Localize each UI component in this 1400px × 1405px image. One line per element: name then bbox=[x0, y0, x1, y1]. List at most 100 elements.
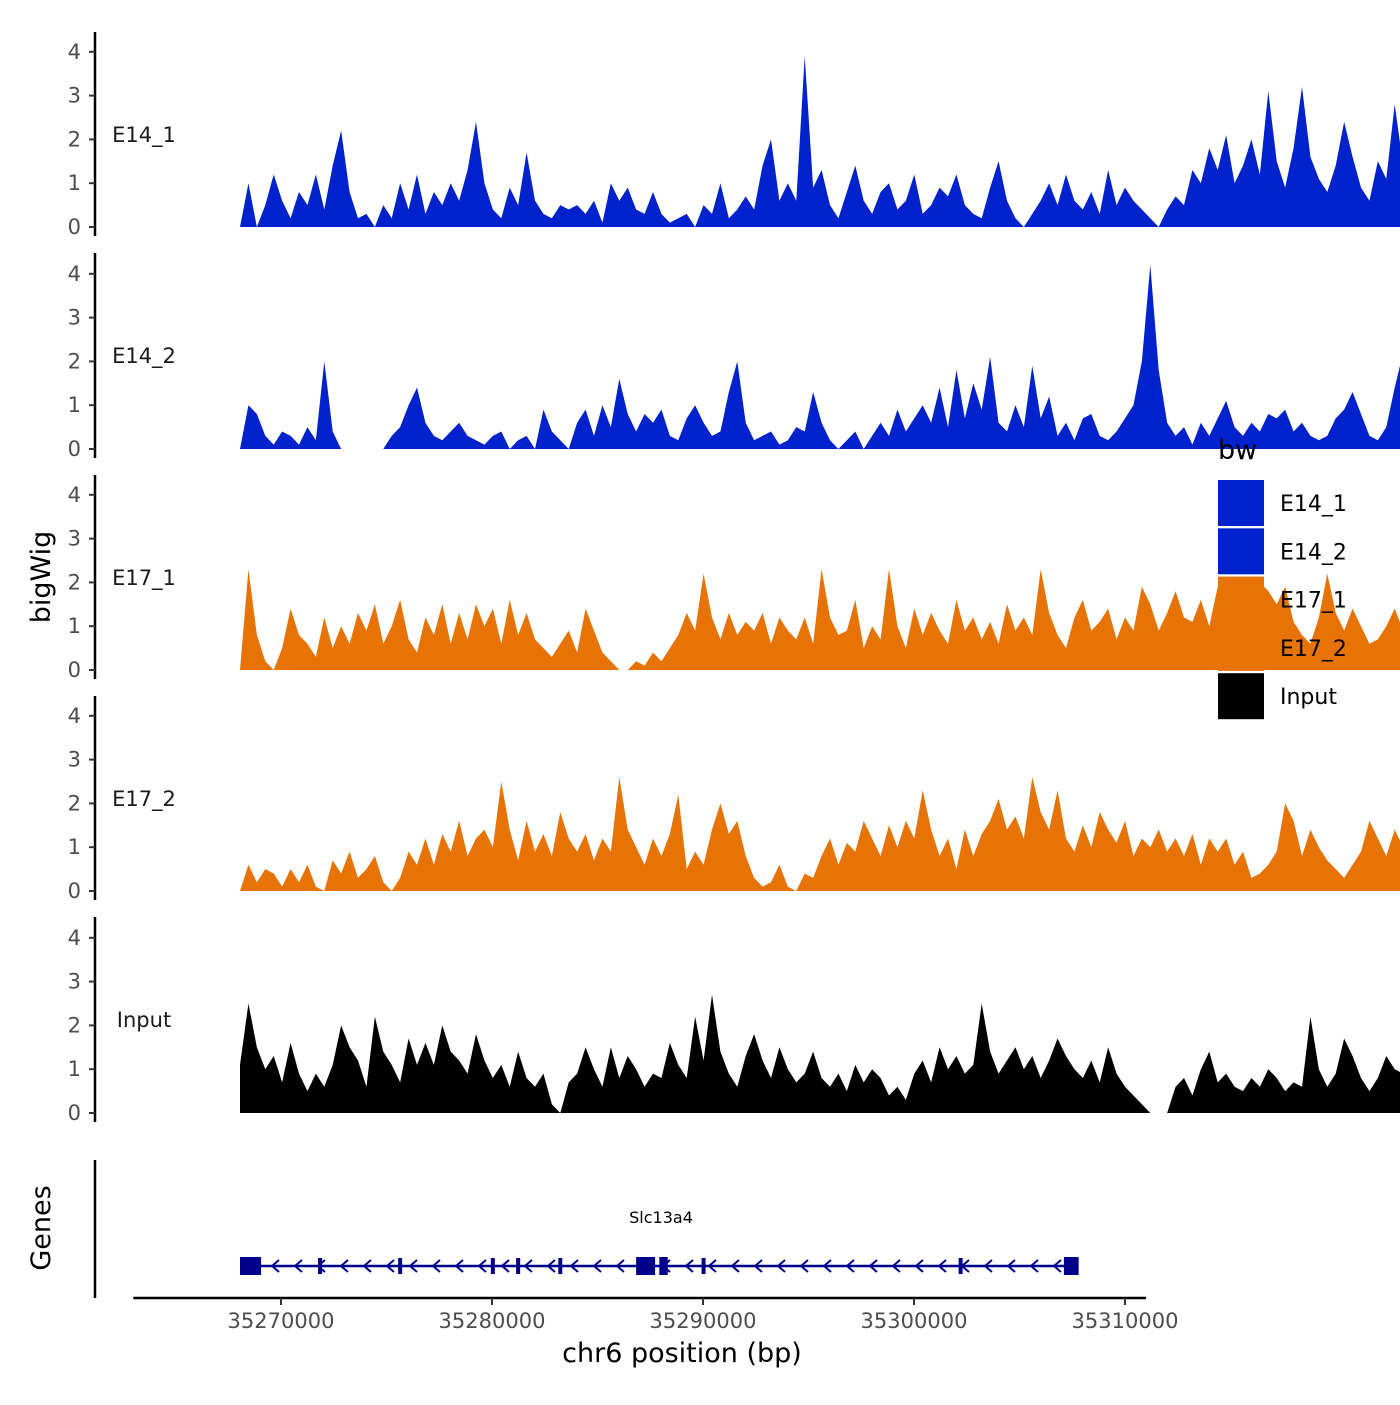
strand-arrow-icon bbox=[891, 1259, 901, 1273]
x-axis-title: chr6 position (bp) bbox=[562, 1338, 802, 1369]
strand-arrow-icon bbox=[362, 1259, 372, 1273]
y-tick-label: 1 bbox=[68, 835, 81, 859]
track-e14-2: 0 1 2 3 4 E14_2 bbox=[68, 253, 1400, 461]
strand-arrow-icon bbox=[799, 1259, 809, 1273]
legend-label: E14_1 bbox=[1280, 492, 1347, 517]
track-e14-1: 0 1 2 3 4 E14_1 bbox=[68, 32, 1400, 239]
strand-arrow-icon bbox=[684, 1259, 694, 1273]
strand-arrow-icon bbox=[569, 1259, 579, 1273]
legend-swatch bbox=[1218, 673, 1264, 720]
strand-arrow-icon bbox=[454, 1259, 464, 1273]
bigwig-tracks: 0 1 2 3 4 E14_1 0 1 2 3 4 E14_2 0 1 2 3 4 E17_1 0 1 2 3 4 E17_2… bbox=[68, 32, 1400, 1125]
x-tick-label: 35270000 bbox=[228, 1309, 335, 1333]
gene-exon-small bbox=[558, 1258, 563, 1274]
track-e17-2: 0 1 2 3 4 E17_2 bbox=[68, 696, 1400, 903]
strand-arrow-icon bbox=[523, 1259, 533, 1273]
strand-arrow-icon bbox=[822, 1259, 832, 1273]
y-tick-label: 0 bbox=[68, 658, 81, 682]
y-tick-label: 0 bbox=[68, 879, 81, 903]
track-label: Input bbox=[117, 1008, 171, 1032]
gene-exon-small bbox=[958, 1258, 963, 1274]
y-tick-label: 2 bbox=[68, 1013, 81, 1037]
gene-exon-small bbox=[701, 1258, 706, 1274]
gene-exon bbox=[1063, 1257, 1079, 1275]
legend-swatch bbox=[1218, 528, 1264, 575]
y-tick-label: 4 bbox=[68, 704, 81, 728]
y-tick-label: 3 bbox=[68, 306, 81, 330]
track-label: E14_1 bbox=[112, 123, 176, 148]
strand-arrow-icon bbox=[753, 1259, 763, 1273]
y-tick-label: 3 bbox=[68, 527, 81, 551]
track-label: E17_2 bbox=[112, 787, 176, 812]
strand-arrow-icon bbox=[431, 1259, 441, 1273]
strand-arrow-icon bbox=[477, 1259, 487, 1273]
legend-swatch bbox=[1218, 576, 1264, 623]
strand-arrow-icon bbox=[316, 1259, 326, 1273]
legend-title: bw bbox=[1218, 435, 1257, 466]
track-e17-1: 0 1 2 3 4 E17_1 bbox=[68, 475, 1400, 682]
y-tick-label: 3 bbox=[68, 748, 81, 772]
strand-arrow-icon bbox=[546, 1259, 556, 1273]
strand-arrow-icon bbox=[270, 1259, 280, 1273]
strand-arrow-icon bbox=[1006, 1259, 1016, 1273]
strand-arrow-icon bbox=[615, 1259, 625, 1273]
signal-area bbox=[240, 777, 1400, 891]
x-tick-label: 35310000 bbox=[1072, 1309, 1179, 1333]
legend-label: E17_1 bbox=[1280, 589, 1347, 614]
genes-axis-title: Genes bbox=[26, 1185, 57, 1270]
y-tick-label: 2 bbox=[68, 570, 81, 594]
y-tick-label: 0 bbox=[68, 215, 81, 239]
legend-swatch bbox=[1218, 624, 1264, 671]
legend-swatch bbox=[1218, 480, 1264, 526]
strand-arrow-icon bbox=[937, 1259, 947, 1273]
x-tick-label: 35300000 bbox=[861, 1309, 968, 1333]
strand-arrow-icon bbox=[914, 1259, 924, 1273]
strand-arrow-icon bbox=[500, 1259, 510, 1273]
legend-label: Input bbox=[1280, 685, 1337, 710]
y-axis-title: bigWig bbox=[26, 531, 57, 624]
strand-arrow-icon bbox=[293, 1259, 303, 1273]
legend-item: E14_1 bbox=[1218, 480, 1347, 526]
strand-arrow-icon bbox=[1052, 1259, 1062, 1273]
legend: bw E14_1 E14_2 E17_1 E17_2 Input bbox=[1218, 435, 1347, 720]
strand-arrow-icon bbox=[983, 1259, 993, 1273]
y-tick-label: 4 bbox=[68, 262, 81, 286]
y-tick-label: 0 bbox=[68, 1101, 81, 1125]
legend-item: E14_2 bbox=[1218, 528, 1347, 575]
gene-name-label: Slc13a4 bbox=[629, 1208, 693, 1227]
gene-exon bbox=[240, 1257, 262, 1275]
track-input: 0 1 2 3 4 Input bbox=[68, 917, 1400, 1125]
y-tick-label: 1 bbox=[68, 614, 81, 638]
signal-area bbox=[240, 56, 1400, 227]
strand-arrow-icon bbox=[408, 1259, 418, 1273]
y-tick-label: 2 bbox=[68, 349, 81, 373]
gene-exon-small bbox=[490, 1258, 495, 1274]
strand-arrow-icon bbox=[730, 1259, 740, 1273]
y-tick-label: 2 bbox=[68, 127, 81, 151]
y-tick-label: 0 bbox=[68, 437, 81, 461]
gene-exon-small bbox=[318, 1258, 323, 1274]
strand-arrow-icon bbox=[707, 1259, 717, 1273]
gene-panel: Slc13a4 bbox=[93, 1160, 1079, 1298]
gene-exon-small bbox=[398, 1258, 403, 1274]
x-tick-label: 35290000 bbox=[650, 1309, 757, 1333]
x-tick-label: 35280000 bbox=[439, 1309, 546, 1333]
strand-arrow-icon bbox=[1029, 1259, 1039, 1273]
signal-area bbox=[240, 994, 1400, 1113]
y-tick-label: 4 bbox=[68, 483, 81, 507]
track-label: E14_2 bbox=[112, 344, 176, 369]
gene-exon bbox=[659, 1257, 668, 1275]
strand-arrow-icon bbox=[776, 1259, 786, 1273]
legend-item: E17_2 bbox=[1218, 624, 1347, 671]
strand-arrow-icon bbox=[845, 1259, 855, 1273]
strand-arrow-icon bbox=[385, 1259, 395, 1273]
legend-item: Input bbox=[1218, 673, 1337, 720]
legend-item: E17_1 bbox=[1218, 576, 1347, 623]
signal-area bbox=[240, 569, 1400, 670]
y-tick-label: 2 bbox=[68, 791, 81, 815]
y-tick-label: 1 bbox=[68, 393, 81, 417]
y-tick-label: 4 bbox=[68, 926, 81, 950]
legend-label: E17_2 bbox=[1280, 637, 1347, 662]
